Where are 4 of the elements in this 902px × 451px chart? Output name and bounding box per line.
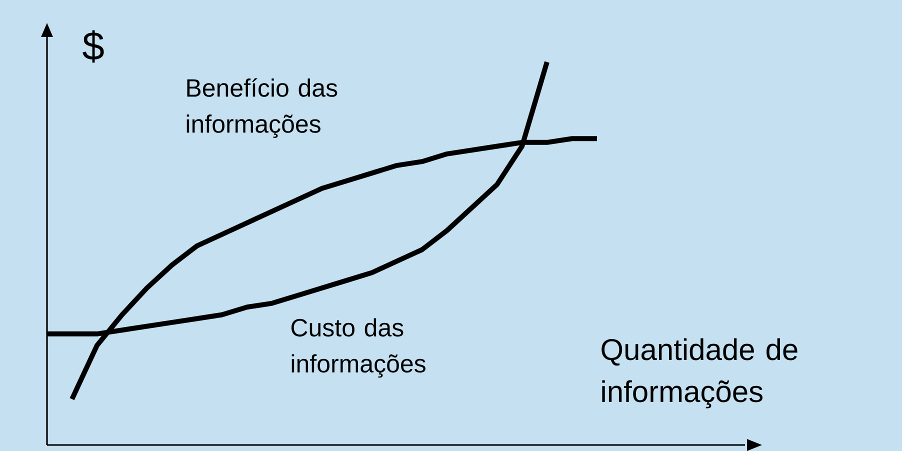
x-axis-title: Quantidade de informações (602, 338, 798, 408)
y-axis-title: $ (82, 30, 104, 63)
series-label: Benefício das informações (186, 78, 338, 138)
series-label: Custo das informações (291, 318, 426, 378)
